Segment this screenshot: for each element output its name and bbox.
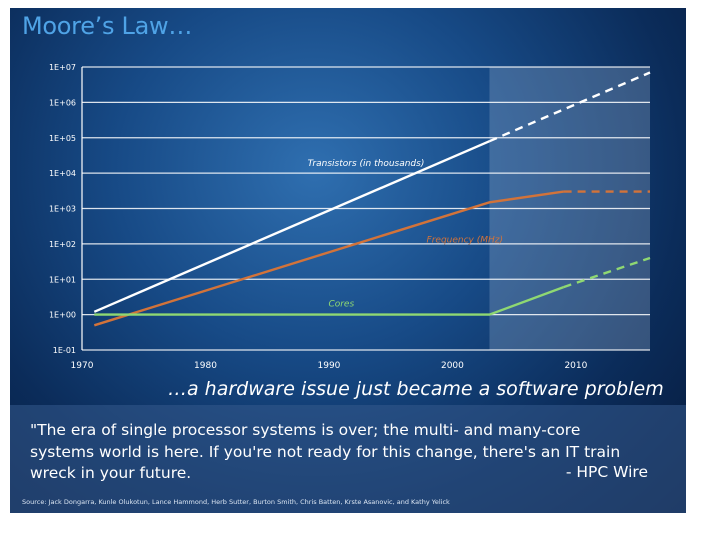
y-tick-label: 1E+00 (49, 311, 76, 320)
frequency-series-line (93, 190, 564, 327)
x-tick-label: 2010 (564, 361, 587, 371)
y-tick-label: 1E+07 (49, 63, 76, 72)
series-label: Frequency (MHz) (427, 235, 504, 245)
quote-attribution: - HPC Wire (565, 463, 648, 481)
x-tick-label: 1980 (194, 361, 217, 371)
quote-line: systems world is here. If you're not rea… (30, 442, 621, 461)
x-tick-label: 2000 (441, 361, 464, 371)
y-tick-label: 1E-01 (53, 346, 76, 355)
quote-line: wreck in your future. (30, 464, 192, 482)
y-tick-label: 1E+05 (49, 134, 76, 143)
quote-box (10, 405, 686, 513)
y-tick-label: 1E+01 (49, 275, 76, 284)
y-tick-label: 1E+06 (49, 98, 76, 107)
source-note: Source: Jack Dongarra, Kunle Olukotun, L… (22, 498, 450, 506)
y-tick-label: 1E+04 (49, 169, 76, 178)
x-tick-label: 1970 (71, 361, 94, 371)
cores-series-line (94, 285, 565, 316)
transistors-projection-line (489, 71, 651, 143)
cores-projection-line (563, 256, 651, 289)
series-label: Transistors (in thousands) (308, 159, 425, 169)
tagline: …a hardware issue just became a software… (168, 378, 664, 400)
y-tick-label: 1E+03 (49, 205, 76, 214)
quote-line: "The era of single processor systems is … (30, 421, 581, 439)
x-tick-label: 1990 (318, 361, 341, 371)
quote-text: "The era of single processor systems is … (30, 420, 670, 485)
series-label: Cores (328, 299, 354, 309)
y-tick-label: 1E+02 (49, 240, 76, 249)
moores-law-chart: 1E-01 1E+00 1E+01 1E+02 1E+03 1E+04 1E+05 1E+06… (49, 63, 651, 371)
transistors-series-line (93, 140, 490, 313)
slide: Moore’s Law… 1E-01 1E+00 1E+01 1E+02 1E+03 1E… (10, 8, 686, 513)
slide-title: Moore’s Law… (22, 12, 193, 40)
